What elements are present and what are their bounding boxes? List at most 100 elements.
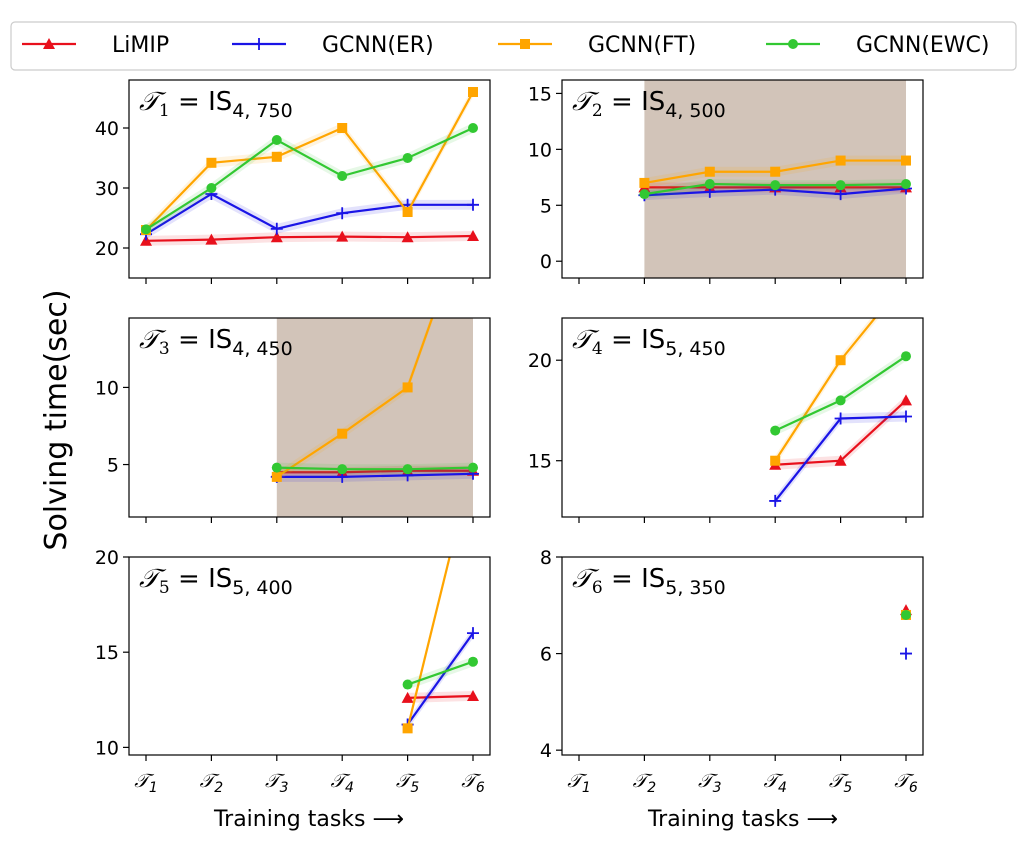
data-point [704,179,715,190]
y-tick-label: 0 [540,251,552,273]
data-point [468,123,478,133]
data-point [270,231,283,243]
data-point [141,224,151,235]
x-tick-label: 𝒯5 [396,770,420,796]
data-point [467,230,479,241]
data-point [271,462,282,473]
data-point [270,222,283,235]
panel-title: 𝒯3 = IS4, 450 [139,325,293,360]
y-tick-label: 8 [540,547,552,569]
legend-item-gcnn-ft-: GCNN(FT) [498,33,696,58]
legend-marker [43,38,55,49]
data-point [639,189,650,200]
series-gcnn-ewc- [271,462,478,475]
series-line [406,557,451,729]
data-point [402,153,413,163]
series-line [145,192,473,236]
x-tick-label: 𝒯3 [265,770,288,796]
data-point [900,410,912,423]
panel-3: 5 10 𝒯3 = IS4, 450 [95,317,491,523]
series-gcnn-ft- [770,318,879,466]
axes-frame [561,79,924,279]
data-point [402,464,413,475]
x-tick-label: 𝒯3 [698,770,721,796]
data-point [402,207,413,217]
panel-title: 𝒯1 = IS4, 750 [139,87,293,122]
legend-label: GCNN(EWC) [856,33,990,58]
data-point [401,691,414,703]
legend-label: LiMIP [112,33,169,58]
panel-title: 𝒯5 = IS5, 400 [139,564,293,599]
series-band [775,395,906,470]
data-point [271,135,282,145]
y-tick-label: 5 [107,455,119,477]
data-point [401,231,414,243]
x-tick-label: 𝒯6 [461,770,485,796]
legend: LiMIP GCNN(ER) GCNN(FT) GCNN(EWC) [10,21,1017,71]
x-tick-label: 𝒯1 [134,770,157,796]
data-point [835,180,846,191]
data-point [336,207,349,220]
x-tick-label: 𝒯4 [330,770,353,796]
series-line [407,694,474,699]
y-tick-label: 20 [95,547,119,569]
panel-2: 0 5 10 15 𝒯2 = IS4, 500 [528,79,924,284]
data-point [206,183,217,193]
series-line [407,660,474,686]
data-point [402,679,413,690]
data-point [834,412,847,425]
data-point [770,455,781,466]
series-line [276,318,434,478]
data-point [206,157,217,168]
data-point [337,123,348,133]
x-tick-label: 𝒯5 [829,770,853,796]
data-point [468,656,478,667]
data-point [769,494,782,507]
y-tick-label: 40 [95,118,119,140]
data-point [467,198,479,211]
data-point [835,355,846,366]
data-point [402,382,413,393]
y-tick-label: 10 [95,737,119,759]
series-gcnn-ewc- [639,179,911,200]
data-point [271,471,282,482]
data-point [639,177,650,188]
series-gcnn-ewc- [901,609,911,620]
plot-area [140,87,479,246]
data-point [900,394,912,406]
axes-frame [128,317,491,518]
axes-frame [561,556,924,756]
series-gcnn-er- [401,627,479,731]
series-gcnn-ewc- [141,123,478,235]
axes-frame [561,317,924,518]
panel-1: 20 30 40 𝒯1 = IS4, 750 [95,79,491,284]
legend-marker [253,38,265,50]
series-gcnn-er- [769,410,912,507]
data-point [835,155,846,166]
data-point [834,454,847,466]
data-point [467,689,479,701]
y-tick-label: 20 [95,238,119,260]
legend-item-gcnn-ewc-: GCNN(EWC) [766,33,990,58]
y-tick-label: 10 [528,139,552,161]
legend-marker [788,39,798,49]
y-tick-label: 6 [540,644,552,666]
series-limip [769,394,912,470]
series-gcnn-ewc- [770,351,911,436]
plot-area [270,318,479,517]
data-point [467,627,479,640]
series-line [276,466,474,471]
series-band [407,557,451,734]
x-tick-label: 𝒯4 [763,770,786,796]
panel-title: 𝒯6 = IS5, 350 [572,564,726,599]
axes-frame [128,79,491,279]
series-line [145,234,474,242]
series-gcnn-ft- [402,557,451,734]
x-tick-label: 𝒯2 [633,770,657,796]
series-line [145,127,474,231]
panel-4: 15 20 𝒯4 = IS5, 450 [528,317,924,523]
data-point [205,233,218,245]
shaded-region [644,80,906,278]
data-point [337,464,348,475]
